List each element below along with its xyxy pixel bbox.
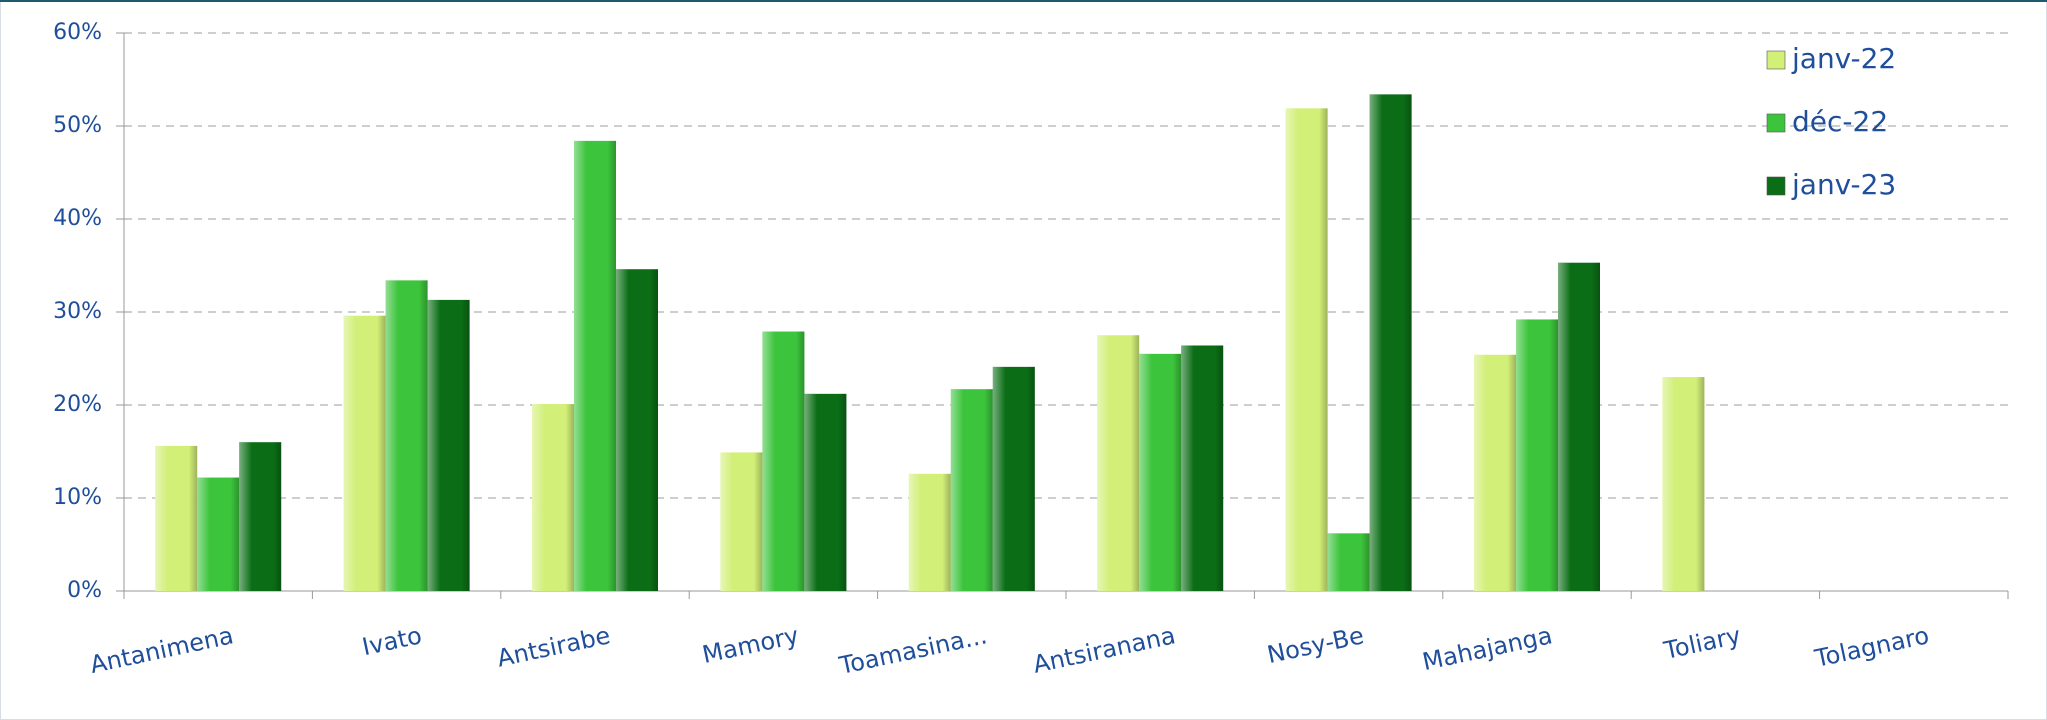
y-tick-label: 50% bbox=[53, 113, 102, 138]
bar-shade bbox=[385, 280, 428, 591]
legend-label: janv-23 bbox=[1791, 168, 1896, 201]
bar-shade bbox=[1474, 354, 1516, 591]
x-tick-label: Mamory bbox=[700, 621, 801, 669]
y-tick-label: 30% bbox=[53, 299, 102, 324]
bar-shade bbox=[155, 445, 198, 591]
x-tick-label: Toamasina... bbox=[836, 621, 990, 680]
legend-label: janv-22 bbox=[1791, 42, 1896, 75]
bar-shade bbox=[343, 315, 386, 591]
legend-label: déc-22 bbox=[1792, 105, 1888, 138]
bar-shade bbox=[1181, 345, 1224, 591]
bar-shade bbox=[1369, 94, 1412, 591]
legend-swatch bbox=[1766, 50, 1786, 70]
x-tick-label: Tolagnaro bbox=[1811, 621, 1931, 673]
bar-shade bbox=[950, 389, 993, 591]
x-tick-label: Mahajanga bbox=[1420, 621, 1555, 676]
bar-shade bbox=[1662, 377, 1705, 591]
bar-shade bbox=[762, 331, 805, 591]
bar-shade bbox=[197, 477, 240, 591]
x-tick-label: Antanimena bbox=[88, 621, 236, 679]
bar-shade bbox=[616, 269, 658, 591]
y-tick-label: 60% bbox=[53, 20, 102, 45]
bar-shade bbox=[1139, 353, 1182, 591]
bar-shade bbox=[1327, 533, 1370, 591]
x-tick-label: Ivato bbox=[360, 621, 425, 661]
bar-shade bbox=[574, 140, 616, 591]
bar-shade bbox=[1558, 262, 1600, 591]
legend-swatch bbox=[1766, 113, 1786, 133]
y-tick-label: 0% bbox=[67, 578, 102, 603]
y-tick-label: 40% bbox=[53, 206, 102, 231]
legend-swatch bbox=[1766, 176, 1786, 196]
bar-shade bbox=[908, 473, 951, 591]
bar-shade bbox=[532, 404, 574, 591]
x-tick-label: Antsiranana bbox=[1031, 621, 1178, 678]
y-tick-label: 10% bbox=[53, 485, 102, 510]
x-tick-label: Antsirabe bbox=[495, 621, 613, 672]
bar-shade bbox=[427, 299, 470, 591]
bar-shade bbox=[992, 366, 1035, 591]
x-tick-label: Nosy-Be bbox=[1265, 621, 1367, 669]
x-tick-label: Toliary bbox=[1661, 621, 1743, 665]
bar-shade bbox=[239, 442, 282, 591]
bar-shade bbox=[720, 452, 763, 591]
bar-shade bbox=[1516, 319, 1558, 591]
bar-shade bbox=[1097, 335, 1140, 591]
y-tick-label: 20% bbox=[53, 392, 102, 417]
bar-shade bbox=[1285, 108, 1328, 591]
bar-shade bbox=[804, 393, 847, 591]
